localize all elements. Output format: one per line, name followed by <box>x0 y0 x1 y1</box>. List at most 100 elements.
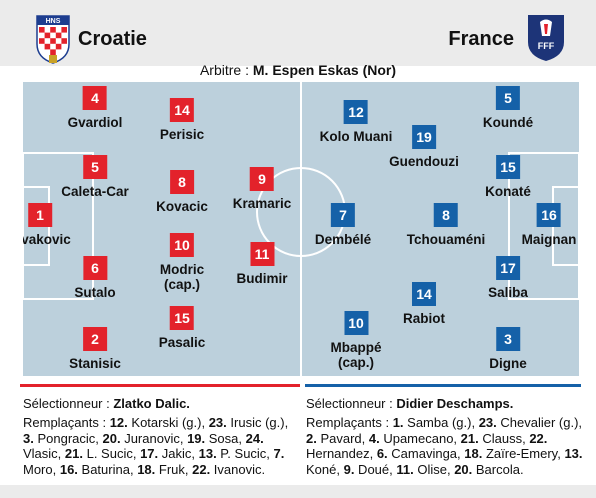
player-name: Tchouaméni <box>406 232 486 247</box>
player-name: Pasalic <box>158 335 206 350</box>
player-modric: 10 Modric (cap.) <box>160 233 204 292</box>
player-name: Stanisic <box>69 356 121 371</box>
player-kounde: 5 Koundé <box>483 86 533 130</box>
player-name: Gvardiol <box>67 115 123 130</box>
player-number: 12 <box>344 100 368 124</box>
substitute-number: 23. <box>208 415 227 430</box>
referee-name: M. Espen Eskas (Nor) <box>252 62 397 78</box>
substitute-number: 3. <box>23 430 34 446</box>
substitute-number: 4. <box>368 430 380 446</box>
player-name: Modric (cap.) <box>159 262 205 292</box>
player-livakovic: 1 Livakovic <box>23 203 71 247</box>
player-number: 9 <box>249 167 274 191</box>
substitute-name: L. Sucic, <box>82 446 141 461</box>
player-name: Rabiot <box>403 311 445 326</box>
player-name: Kramaric <box>232 196 292 211</box>
player-name: Caleta-Car <box>61 184 129 199</box>
substitute-number: 18. <box>137 461 156 477</box>
substitute-number: 1. <box>392 415 404 430</box>
substitute-name: Kotarski (g.), <box>127 415 209 430</box>
player-maignan: 16 Maignan <box>521 203 577 247</box>
player-perisic: 14 Perisic <box>160 98 204 142</box>
substitute-name: Pongracic, <box>33 430 103 446</box>
player-number: 2 <box>83 327 107 351</box>
svg-text:HNS: HNS <box>46 18 61 25</box>
player-name: Digne <box>489 356 527 371</box>
player-name: Kolo Muani <box>319 129 393 144</box>
away-substitutes: Remplaçants : 1. Samba (g.), 23. Chevali… <box>306 415 583 477</box>
player-budimir: 11 Budimir <box>236 242 288 286</box>
player-kovacic: 8 Kovacic <box>156 170 208 214</box>
player-digne: 3 Digne <box>489 327 527 371</box>
substitute-name: Fruk, <box>155 461 193 477</box>
substitute-number: 11. <box>396 461 414 477</box>
substitute-number: 13. <box>564 446 583 461</box>
substitute-number: 22. <box>529 430 548 446</box>
substitute-number: 22. <box>192 461 211 477</box>
france-crest-icon: FFF <box>528 15 564 61</box>
player-number: 15 <box>495 155 520 179</box>
player-rabiot: 14 Rabiot <box>403 282 445 326</box>
player-name: Livakovic <box>23 232 71 247</box>
player-guendouzi: 19 Guendouzi <box>389 125 459 169</box>
player-number: 4 <box>82 86 107 110</box>
substitute-number: 2. <box>306 430 317 446</box>
substitute-name: Sosa, <box>205 430 246 446</box>
substitute-name: Jakic, <box>158 446 199 461</box>
substitute-number: 18. <box>464 446 483 461</box>
player-stanisic: 2 Stanisic <box>69 327 121 371</box>
pitch: 1 Livakovic 2 Stanisic 4 Gvardiol 5 Cale… <box>23 82 579 376</box>
player-number: 19 <box>412 125 436 149</box>
substitute-name: Upamecano, <box>379 430 461 446</box>
referee-label: Arbitre : <box>199 62 253 78</box>
player-name: Konaté <box>485 184 531 199</box>
player-name: Sutalo <box>74 285 116 300</box>
match-header: HNS Croatie France FFF <box>0 0 596 66</box>
home-team-name: Croatie <box>78 28 147 50</box>
svg-text:FFF: FFF <box>538 41 555 51</box>
substitute-name: Doué, <box>354 461 397 477</box>
substitute-name: Barcola. <box>472 461 524 477</box>
substitute-name: Clauss, <box>478 430 530 446</box>
substitute-name: Irusic (g.), <box>226 415 289 430</box>
substitute-name: Koné, <box>306 461 344 477</box>
player-number: 16 <box>536 203 561 227</box>
player-name: Maignan <box>521 232 577 247</box>
substitute-name: Hernandez, <box>306 446 377 461</box>
player-name: Dembélé <box>314 232 372 247</box>
substitute-number: 16. <box>59 461 78 477</box>
player-number: 8 <box>433 203 458 227</box>
player-number: 5 <box>496 86 520 110</box>
player-number: 6 <box>82 256 107 280</box>
player-number: 1 <box>27 203 52 227</box>
substitute-number: 21. <box>64 446 83 461</box>
player-kramaric: 9 Kramaric <box>232 167 292 211</box>
substitute-name: Baturina, <box>77 461 138 477</box>
player-name: Guendouzi <box>389 154 459 169</box>
player-number: 7 <box>331 203 355 227</box>
footer-bar <box>0 485 596 498</box>
substitute-name: Juranovic, <box>120 430 188 446</box>
substitute-name: Samba (g.), <box>403 415 479 430</box>
substitute-number: 7. <box>273 446 285 461</box>
substitute-number: 23. <box>478 415 497 430</box>
player-number: 15 <box>169 306 194 330</box>
substitute-number: 6. <box>376 446 388 461</box>
player-name: Budimir <box>236 271 288 286</box>
substitute-name: Camavinga, <box>387 446 465 461</box>
player-name: Mbappé (cap.) <box>330 340 382 370</box>
player-number: 14 <box>169 98 194 122</box>
player-sutalo: 6 Sutalo <box>74 256 116 300</box>
player-name: Koundé <box>482 115 534 130</box>
substitute-number: 9. <box>343 461 355 477</box>
player-number: 10 <box>169 233 194 257</box>
substitute-number: 19. <box>187 430 206 446</box>
player-pasalic: 15 Pasalic <box>158 306 206 350</box>
player-mbappe: 10 Mbappé (cap.) <box>330 311 382 370</box>
away-divider <box>305 384 581 387</box>
player-caleta-car: 5 Caleta-Car <box>61 155 129 199</box>
player-name: Saliba <box>488 285 528 300</box>
substitute-number: 13. <box>198 446 217 461</box>
croatia-crest-icon: HNS <box>36 15 70 64</box>
player-number: 3 <box>495 327 520 351</box>
